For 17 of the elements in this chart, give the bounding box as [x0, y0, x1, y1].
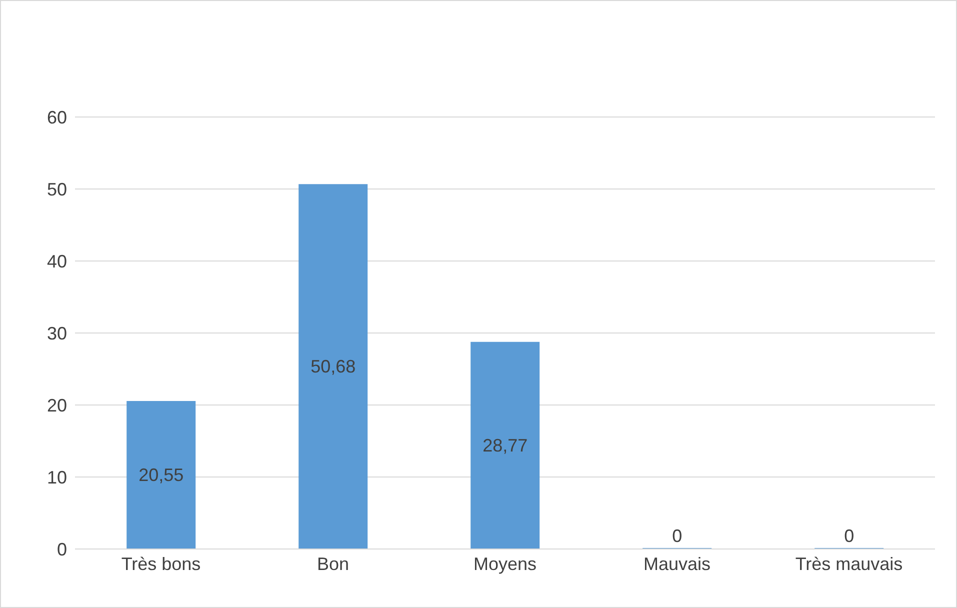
x-tick-label: Très mauvais [795, 554, 903, 574]
data-label: 0 [672, 526, 682, 546]
data-label: 28,77 [482, 435, 528, 456]
x-tick-label: Moyens [473, 554, 537, 574]
data-label: 20,55 [138, 465, 184, 486]
y-tick-label: 20 [46, 395, 67, 416]
y-tick-label: 30 [46, 323, 67, 344]
y-tick-label: 0 [56, 539, 67, 560]
y-tick-label: 40 [46, 251, 67, 272]
y-tick-label: 10 [46, 467, 67, 488]
x-tick-label: Très bons [121, 554, 201, 574]
data-label: 50,68 [310, 356, 356, 377]
y-tick-label: 50 [46, 179, 67, 200]
x-tick-label: Mauvais [643, 554, 711, 574]
data-label: 0 [844, 526, 854, 546]
y-tick-label: 60 [46, 107, 67, 128]
x-tick-label: Bon [316, 554, 350, 574]
